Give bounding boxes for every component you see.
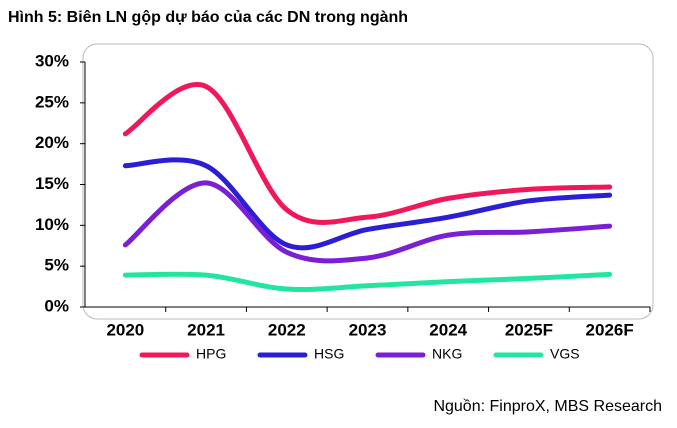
y-tick-label: 10% [35, 215, 69, 234]
legend-label: HSG [314, 346, 344, 362]
x-tick-label: 2026F [586, 320, 634, 339]
y-tick-label: 5% [44, 256, 69, 275]
y-tick-label: 0% [44, 296, 69, 315]
y-tick-label: 25% [35, 92, 69, 111]
y-tick-label: 20% [35, 133, 69, 152]
x-tick-label: 2020 [106, 320, 144, 339]
y-tick-label: 30% [35, 51, 69, 70]
y-tick-label: 15% [35, 174, 69, 193]
series-line [122, 82, 613, 225]
legend-label: HPG [196, 346, 226, 362]
legend-label: VGS [550, 346, 580, 362]
legend-label: NKG [432, 346, 462, 362]
x-tick-label: 2022 [268, 320, 306, 339]
series-line [122, 271, 613, 292]
chart-title: Hình 5: Biên LN gộp dự báo của các DN tr… [8, 9, 408, 26]
source-note: Nguồn: FinproX, MBS Research [433, 398, 662, 415]
x-tick-label: 2023 [349, 320, 387, 339]
x-tick-label: 2025F [505, 320, 553, 339]
x-tick-label: 2024 [429, 320, 467, 339]
x-tick-label: 2021 [187, 320, 225, 339]
series-line [122, 180, 613, 264]
series-line [122, 157, 613, 251]
plot-frame [82, 43, 654, 320]
